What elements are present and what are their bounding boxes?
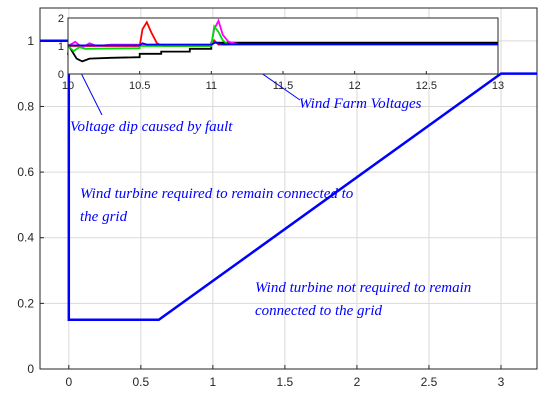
main-y-axis: 0 0.2 0.4 0.6 0.8 1: [17, 34, 44, 376]
annotation-wind-farm-voltages: Wind Farm Voltages: [299, 96, 422, 112]
inset-y-tick-label: 1: [58, 41, 64, 53]
main-x-tick-label: 2: [354, 375, 361, 389]
main-x-tick-label: 1.5: [277, 375, 294, 389]
main-y-tick-label: 0.8: [17, 99, 34, 113]
annotation-not-required-line2: connected to the grid: [255, 303, 383, 319]
annotations: Voltage dip caused by fault Wind turbine…: [67, 42, 471, 319]
inset-x-tick-label: 12: [349, 80, 361, 92]
inset-y-axis: 0 1 2: [58, 13, 71, 81]
main-x-axis: 0 0.5 1 1.5 2 2.5 3: [65, 365, 505, 389]
main-plot-frame: [39, 7, 538, 370]
inset-x-tick-label: 11.5: [273, 80, 294, 92]
main-x-tick-label: 1: [210, 375, 217, 389]
inset-x-tick-label: 13: [492, 80, 504, 92]
annotation-required-line1: Wind turbine required to remain connecte…: [80, 186, 354, 202]
main-x-tick-label: 0: [65, 375, 72, 389]
main-y-tick-label: 0.6: [17, 165, 34, 179]
inset-series-line-4: [68, 41, 498, 47]
inset-x-tick-label: 10: [62, 80, 74, 92]
inset-series-line-3: [67, 24, 498, 53]
main-y-tick-label: 1: [27, 34, 34, 48]
inset-series: [67, 18, 498, 63]
inset-x-tick-label: 10.5: [129, 80, 150, 92]
annotation-required-line2: the grid: [80, 209, 128, 225]
inset-x-tick-label: 12.5: [416, 80, 437, 92]
annotation-not-required-line1: Wind turbine not required to remain: [255, 280, 471, 296]
main-series-line-0: [40, 39, 537, 322]
inset-series-line-0: [67, 41, 498, 63]
inset-x-tick-label: 11: [206, 80, 217, 92]
main-series: [40, 39, 537, 322]
main-y-tick-label: 0.4: [17, 231, 34, 245]
main-x-tick-label: 0.5: [132, 375, 149, 389]
main-y-tick-label: 0.2: [17, 296, 34, 310]
main-x-tick-label: 3: [498, 375, 505, 389]
main-y-tick-label: 0: [27, 362, 34, 376]
inset-plot: 10 10.5 11 11.5 12 12.5 13 012: [58, 13, 504, 92]
inset-x-axis: 10 10.5 11 11.5 12 12.5 13: [62, 71, 504, 92]
annotation-voltage-dip: Voltage dip caused by fault: [70, 119, 233, 135]
inset-y-tick-label: 2: [58, 13, 64, 25]
inset-y-tick-label: 0: [58, 69, 64, 81]
main-x-tick-label: 2.5: [421, 375, 438, 389]
